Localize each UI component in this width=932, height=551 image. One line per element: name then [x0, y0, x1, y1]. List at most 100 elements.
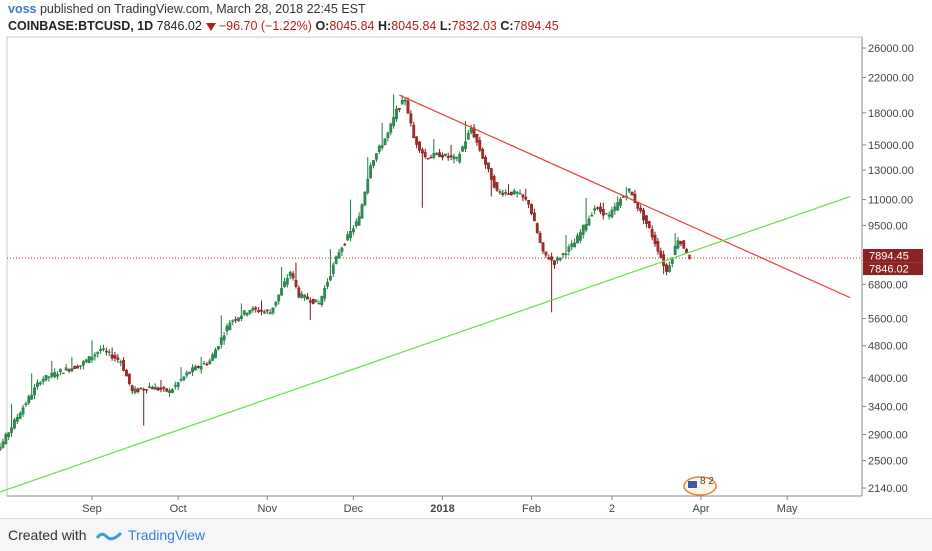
- candle-body: [102, 348, 105, 350]
- candle-body: [297, 287, 301, 298]
- candle-body: [567, 246, 571, 252]
- candle-body: [601, 209, 605, 216]
- y-tick-label: 4000.00: [868, 373, 908, 385]
- candle-body: [633, 193, 637, 203]
- candle-body: [274, 301, 278, 306]
- trendlines: [0, 94, 851, 500]
- close-label: C:: [500, 19, 514, 33]
- trendline[interactable]: [0, 195, 851, 500]
- candle-body: [596, 207, 599, 209]
- candle-body: [461, 146, 464, 152]
- candle-body: [70, 368, 74, 372]
- candle-body: [254, 307, 258, 310]
- candle-body: [285, 277, 289, 285]
- author-name[interactable]: voss: [8, 2, 37, 16]
- candle-body: [0, 447, 2, 451]
- candle-body: [372, 160, 375, 166]
- candle-body: [73, 366, 77, 369]
- candle-body: [380, 145, 384, 149]
- y-tick-label: 5600.00: [868, 314, 908, 326]
- candle-body: [501, 192, 505, 195]
- candle-body: [162, 387, 166, 389]
- candle-body: [24, 403, 28, 405]
- candle-body: [329, 276, 332, 281]
- y-tick-label: 26000.00: [868, 43, 914, 55]
- candle-body: [81, 361, 85, 366]
- candle-body: [182, 376, 186, 380]
- candle-body: [607, 214, 611, 217]
- candle-body: [205, 363, 209, 366]
- candle-body: [593, 208, 597, 211]
- candle-body: [400, 100, 404, 105]
- event-marker[interactable]: 8 2: [683, 476, 717, 496]
- candle-body: [27, 396, 31, 404]
- candle-body: [576, 235, 579, 244]
- candle-body: [314, 299, 318, 303]
- publish-text: published on TradingView.com, March 28, …: [39, 2, 366, 16]
- y-tick-label: 6800.00: [868, 279, 908, 291]
- candle-body: [645, 215, 648, 224]
- candle-body: [656, 241, 660, 252]
- candle-body: [67, 369, 71, 372]
- candle-body: [214, 349, 217, 359]
- candle-body: [173, 384, 177, 387]
- candle-body: [515, 191, 519, 194]
- candle-body: [136, 388, 140, 392]
- x-tick-label: Nov: [257, 503, 277, 515]
- candle-body: [581, 225, 585, 235]
- candle-body: [547, 257, 551, 260]
- candle-body: [492, 176, 496, 188]
- candle-body: [317, 302, 321, 305]
- candle-body: [104, 350, 108, 353]
- candle-body: [352, 228, 355, 233]
- candle-body: [41, 379, 45, 382]
- x-tick-label: Apr: [692, 503, 709, 515]
- candle-body: [518, 192, 522, 195]
- candle-body: [495, 182, 499, 191]
- candle-body: [265, 309, 269, 312]
- candle-body: [320, 295, 324, 305]
- candle-body: [541, 242, 545, 252]
- candle-body: [578, 232, 582, 241]
- candle-body: [397, 108, 401, 110]
- x-axis[interactable]: Sep Oct Nov Dec 2018 Feb 2 Apr May: [7, 495, 862, 515]
- candle-body: [56, 374, 59, 377]
- candle-body: [179, 379, 183, 381]
- candle-body: [79, 365, 82, 367]
- tradingview-brand[interactable]: TradingView: [128, 527, 206, 543]
- candle-body: [326, 281, 329, 287]
- plot-background: [6, 36, 863, 497]
- candle-body: [50, 372, 54, 377]
- candle-body: [139, 387, 143, 390]
- candle-body: [196, 366, 200, 368]
- candle-body: [535, 223, 539, 234]
- candle-body: [507, 193, 510, 195]
- candle-body: [323, 288, 327, 299]
- y-axis[interactable]: 2140.00 2500.00 2900.00 3400.00 4000.00 4800.…: [861, 37, 923, 496]
- tradingview-logo-icon[interactable]: [95, 529, 123, 548]
- candle-body: [449, 155, 453, 158]
- candle-body: [13, 419, 16, 429]
- candle-body: [337, 252, 341, 259]
- candle-body: [538, 233, 542, 243]
- candle-body: [466, 132, 470, 140]
- candle-body: [383, 138, 387, 146]
- candle-body: [142, 389, 146, 391]
- candle-body: [257, 310, 261, 313]
- candle-body: [622, 196, 625, 198]
- price-chart[interactable]: 2140.00 2500.00 2900.00 3400.00 4000.00 4800.…: [0, 0, 932, 518]
- trendline[interactable]: [399, 94, 851, 299]
- candle-body: [679, 241, 683, 245]
- candle-body: [21, 407, 25, 415]
- candle-body: [487, 162, 490, 169]
- candle-body: [512, 190, 516, 195]
- candle-body: [489, 168, 493, 180]
- candle-body: [524, 196, 528, 200]
- candle-body: [616, 202, 620, 211]
- candle-body: [527, 200, 531, 205]
- candle-body: [521, 194, 525, 198]
- candle-body: [127, 373, 131, 385]
- candle-body: [271, 307, 275, 314]
- candle-body: [116, 357, 120, 360]
- candle-body: [570, 243, 574, 247]
